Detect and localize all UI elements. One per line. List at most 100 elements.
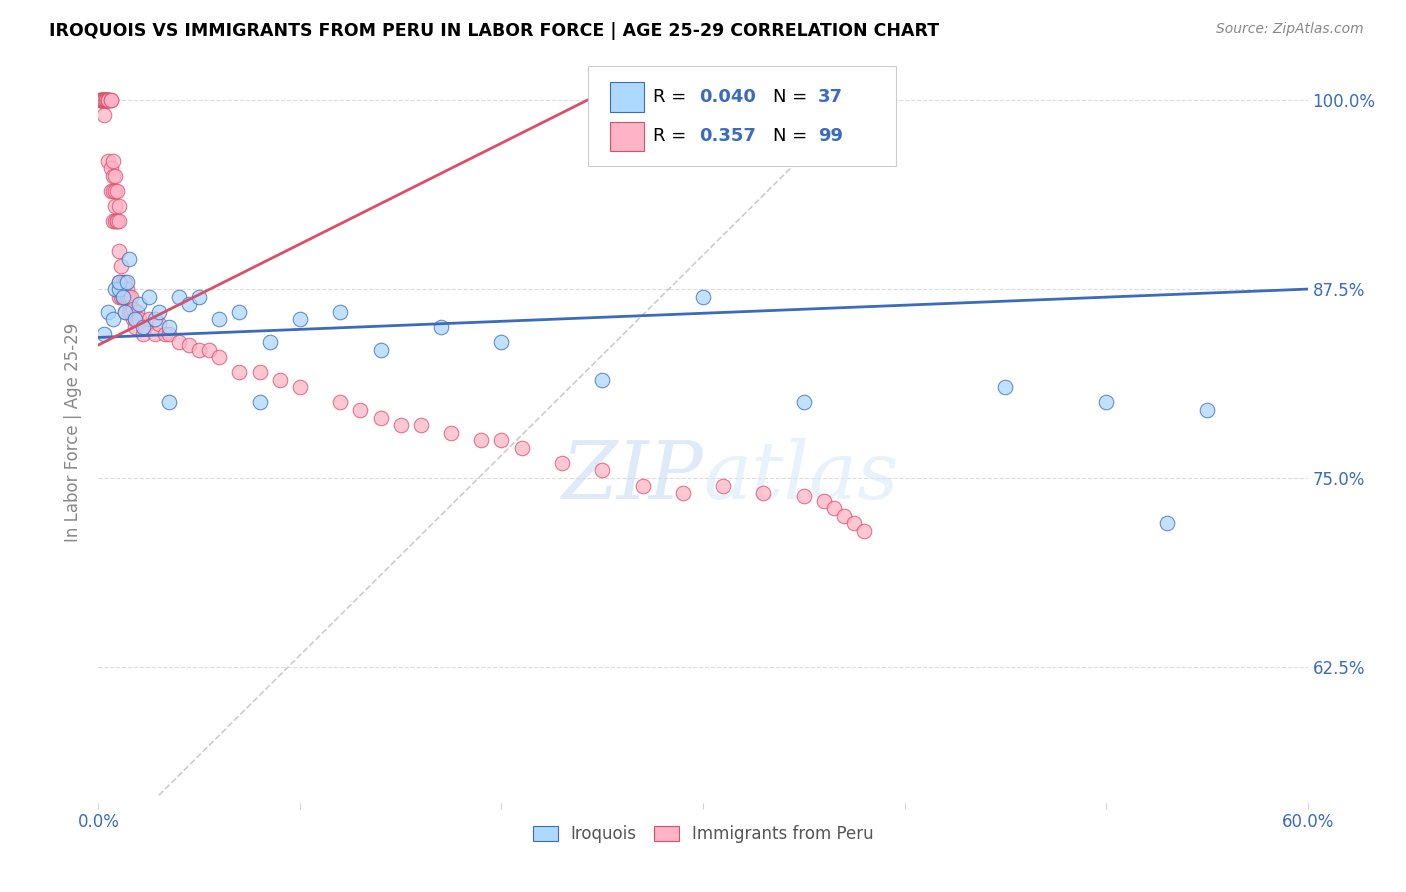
Point — [228, 304, 250, 318]
Legend: Iroquois, Immigrants from Peru: Iroquois, Immigrants from Peru — [526, 819, 880, 850]
Point — [105, 184, 128, 198]
Point — [134, 319, 156, 334]
Point — [208, 350, 231, 364]
Point — [100, 161, 122, 176]
Point — [114, 290, 136, 304]
Point — [101, 184, 124, 198]
Point — [430, 319, 453, 334]
Point — [711, 478, 734, 492]
Point — [692, 290, 714, 304]
Text: R =: R = — [654, 128, 692, 145]
Point — [832, 508, 855, 523]
Point — [491, 433, 513, 447]
Point — [114, 275, 136, 289]
Point — [793, 489, 815, 503]
Point — [91, 93, 114, 107]
Point — [153, 327, 176, 342]
Point — [89, 93, 111, 107]
Point — [440, 425, 463, 440]
Point — [93, 93, 115, 107]
Point — [97, 153, 120, 168]
Point — [198, 343, 221, 357]
FancyBboxPatch shape — [610, 121, 644, 152]
Point — [389, 418, 412, 433]
Point — [143, 327, 166, 342]
Point — [111, 290, 134, 304]
Point — [91, 93, 114, 107]
Point — [103, 169, 125, 183]
FancyBboxPatch shape — [610, 82, 644, 112]
Point — [97, 93, 120, 107]
Point — [167, 334, 190, 349]
Point — [107, 199, 129, 213]
Point — [208, 312, 231, 326]
Point — [228, 365, 250, 379]
Text: 37: 37 — [818, 88, 842, 106]
Point — [93, 327, 115, 342]
Point — [121, 312, 143, 326]
Point — [96, 93, 118, 107]
Point — [111, 290, 134, 304]
Point — [188, 290, 211, 304]
Point — [101, 312, 124, 326]
Point — [101, 214, 124, 228]
Point — [793, 395, 815, 409]
Text: N =: N = — [773, 128, 813, 145]
Point — [179, 338, 201, 352]
Point — [329, 304, 352, 318]
Point — [148, 304, 170, 318]
Point — [1195, 403, 1218, 417]
Point — [93, 93, 115, 107]
Point — [288, 312, 311, 326]
Point — [105, 214, 128, 228]
Point — [107, 290, 129, 304]
Point — [115, 282, 138, 296]
Point — [591, 373, 613, 387]
Point — [409, 418, 432, 433]
Point — [111, 275, 134, 289]
Point — [329, 395, 352, 409]
Point — [249, 395, 271, 409]
Point — [167, 290, 190, 304]
Point — [114, 304, 136, 318]
Point — [157, 319, 180, 334]
Text: atlas: atlas — [703, 438, 898, 516]
Text: 0.040: 0.040 — [699, 88, 756, 106]
Point — [114, 304, 136, 318]
Point — [591, 463, 613, 477]
Point — [157, 395, 180, 409]
Point — [91, 93, 114, 107]
Point — [118, 304, 141, 318]
Point — [491, 334, 513, 349]
Point — [125, 304, 148, 318]
Point — [105, 214, 128, 228]
Text: N =: N = — [773, 88, 813, 106]
Point — [288, 380, 311, 394]
Point — [93, 108, 115, 122]
Point — [124, 319, 146, 334]
Point — [1156, 516, 1178, 531]
Point — [188, 343, 211, 357]
Point — [124, 312, 146, 326]
Point — [148, 317, 170, 331]
Point — [93, 93, 115, 107]
Point — [128, 312, 150, 326]
Text: 0.357: 0.357 — [699, 128, 756, 145]
Point — [97, 304, 120, 318]
Point — [120, 290, 142, 304]
Point — [115, 275, 138, 289]
Text: Source: ZipAtlas.com: Source: ZipAtlas.com — [1216, 22, 1364, 37]
Point — [370, 343, 392, 357]
Point — [349, 403, 371, 417]
Y-axis label: In Labor Force | Age 25-29: In Labor Force | Age 25-29 — [65, 323, 83, 542]
Point — [132, 319, 155, 334]
Point — [118, 252, 141, 266]
Point — [93, 93, 115, 107]
Text: ZIP: ZIP — [561, 438, 703, 516]
Point — [259, 334, 281, 349]
Point — [823, 501, 845, 516]
Point — [994, 380, 1017, 394]
Point — [110, 260, 132, 274]
Point — [91, 93, 114, 107]
Text: IROQUOIS VS IMMIGRANTS FROM PERU IN LABOR FORCE | AGE 25-29 CORRELATION CHART: IROQUOIS VS IMMIGRANTS FROM PERU IN LABO… — [49, 22, 939, 40]
